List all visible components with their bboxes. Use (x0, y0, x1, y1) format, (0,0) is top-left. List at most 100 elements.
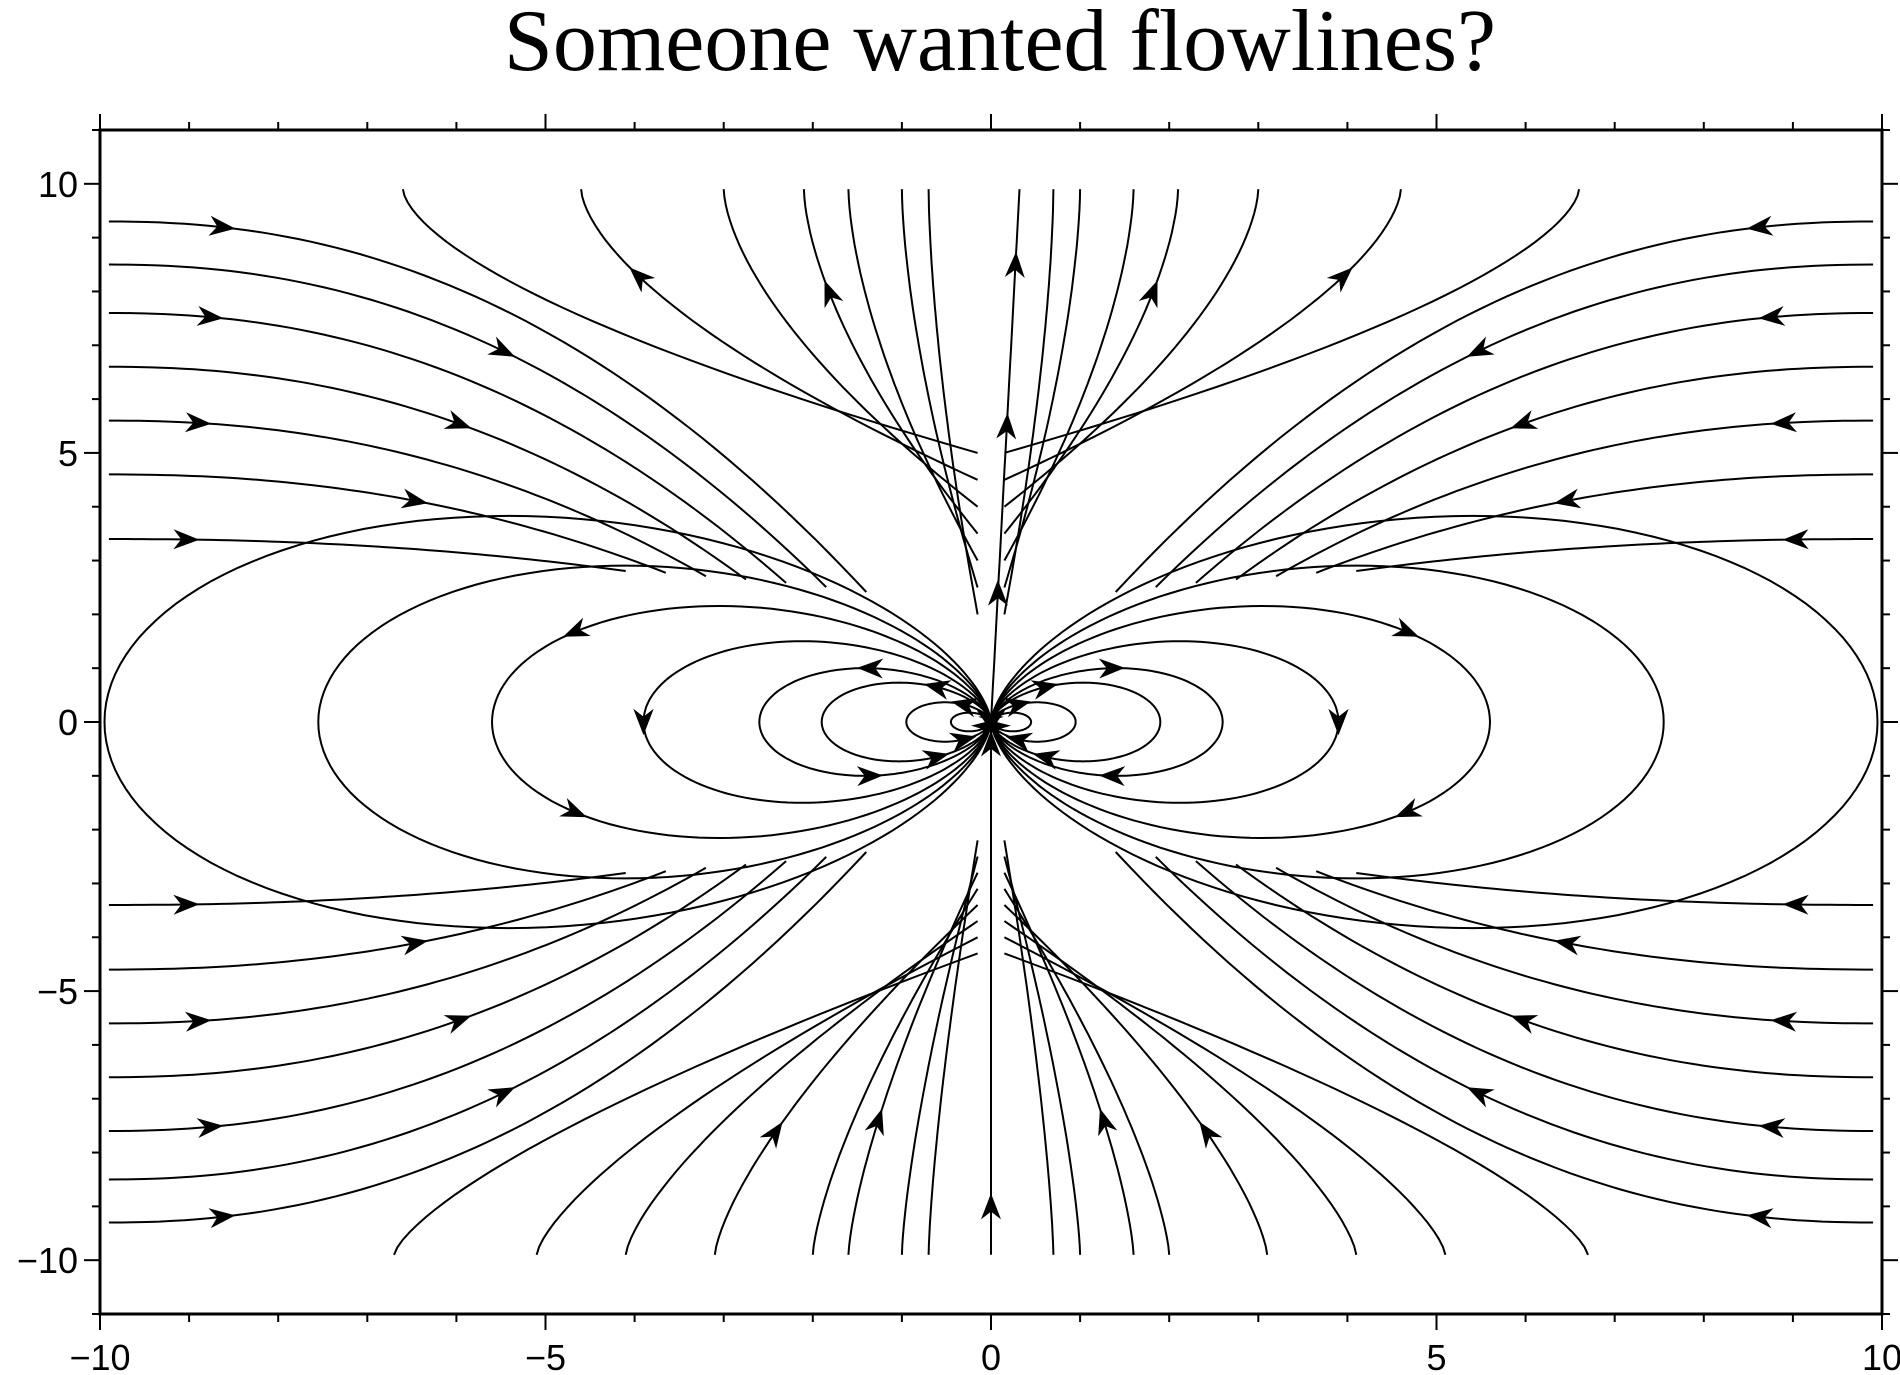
flow-arrowhead (824, 280, 844, 309)
streamline (1003, 888, 1171, 1255)
streamline (1235, 863, 1874, 1079)
flow-arrowhead (196, 1118, 224, 1138)
y-tick-label: 0 (58, 702, 78, 743)
flow-arrowhead (1099, 766, 1126, 787)
y-tick-label: 10 (38, 164, 78, 205)
flow-arrowhead (633, 709, 654, 735)
streamline (1003, 189, 1082, 588)
flow-arrowhead (921, 750, 950, 770)
streamline (108, 856, 827, 1181)
streamline (108, 263, 827, 588)
flow-arrowhead (1466, 1087, 1495, 1108)
flow-arrowhead (971, 718, 998, 742)
chart-title: Someone wanted flowlines? (504, 0, 1496, 90)
x-tick-label: 5 (1426, 1337, 1446, 1375)
streamline (580, 189, 979, 481)
flow-arrowhead (443, 1015, 472, 1034)
flow-arrowhead (559, 798, 587, 818)
streamline (722, 189, 979, 508)
streamline (401, 188, 978, 454)
flow-arrowhead (1466, 336, 1495, 357)
streamline (317, 564, 991, 880)
flow-arrowhead (443, 410, 472, 429)
streamline (758, 667, 992, 777)
upper-spoke-streamline (990, 189, 1021, 723)
x-tick-label: 10 (1862, 1337, 1900, 1375)
flow-arrowhead (400, 935, 428, 956)
streamline (1003, 189, 1055, 615)
flow-arrowhead (1328, 709, 1349, 735)
y-tick-label: 5 (58, 433, 78, 474)
flow-arrowhead (1554, 935, 1582, 956)
y-tick-label: −10 (17, 1240, 78, 1281)
streamline (990, 701, 1077, 743)
y-tick-label: −5 (37, 971, 78, 1012)
streamline (108, 863, 747, 1079)
flow-arrowhead (1138, 280, 1158, 309)
flow-arrowhead (1746, 215, 1774, 236)
flow-arrowhead (1395, 798, 1423, 818)
streamline (900, 189, 979, 588)
streamline (1003, 936, 1447, 1256)
flow-arrowhead (996, 413, 1017, 440)
streamline (1003, 189, 1180, 535)
flow-arrowhead (1032, 750, 1061, 770)
x-tick-label: 0 (981, 1337, 1001, 1375)
streamline (108, 870, 667, 971)
streamline (1155, 263, 1874, 588)
streamline (927, 189, 979, 615)
streamline (108, 860, 787, 1132)
streamline (1003, 920, 1358, 1256)
flow-arrowhead (629, 267, 656, 293)
flow-arrowhead (1004, 251, 1025, 278)
y-tick-labels: −10 −5 0 5 10 (17, 164, 78, 1281)
streamline (108, 312, 787, 584)
streamline (802, 189, 979, 535)
flow-arrowhead (948, 732, 977, 753)
flow-arrowhead (1554, 488, 1582, 509)
flow-arrowhead (864, 1108, 884, 1137)
streamline (1315, 473, 1874, 574)
flow-arrowhead (184, 1011, 212, 1032)
x-tick-label: −10 (69, 1337, 130, 1375)
streamline (990, 681, 1162, 763)
flow-arrowhead (563, 617, 591, 637)
streamline (108, 473, 667, 574)
streamline (642, 640, 992, 804)
flow-arrowhead (1782, 529, 1809, 550)
streamline (1155, 856, 1874, 1181)
streamline (990, 640, 1340, 804)
x-ticks (99, 114, 1883, 1330)
flow-arrowhead (1758, 306, 1786, 326)
flow-arrowhead (487, 1087, 516, 1108)
flow-arrowhead (1005, 732, 1034, 753)
flow-arrowhead (987, 579, 1008, 606)
axes-group: −10 −5 0 5 10 −10 −5 0 5 10 (17, 114, 1900, 1375)
x-tick-labels: −10 −5 0 5 10 (69, 1337, 1900, 1375)
streamline (108, 220, 868, 593)
flow-arrowhead (1030, 680, 1059, 700)
streamline (1003, 189, 1135, 561)
flow-arrowhead (1391, 617, 1419, 637)
flow-arrowhead (1510, 1015, 1539, 1034)
streamline (990, 667, 1224, 777)
streamline (393, 952, 978, 1256)
flow-arrowhead (487, 336, 516, 357)
flow-arrowhead (1098, 1108, 1118, 1137)
flow-arrowhead (856, 766, 883, 787)
streamline (1114, 851, 1874, 1224)
flow-arrowhead (173, 529, 200, 550)
streamline (820, 681, 992, 763)
streamline (624, 920, 979, 1256)
streamline (990, 604, 1492, 840)
streamline (108, 365, 747, 581)
flow-arrowhead (1758, 1118, 1786, 1138)
streamline (1315, 870, 1874, 971)
streamline (1114, 220, 1874, 593)
streamline (1004, 188, 1581, 454)
streamline (1235, 365, 1874, 581)
flow-arrowhead (196, 306, 224, 326)
flow-arrowhead (923, 680, 952, 700)
streamline (1195, 312, 1874, 584)
